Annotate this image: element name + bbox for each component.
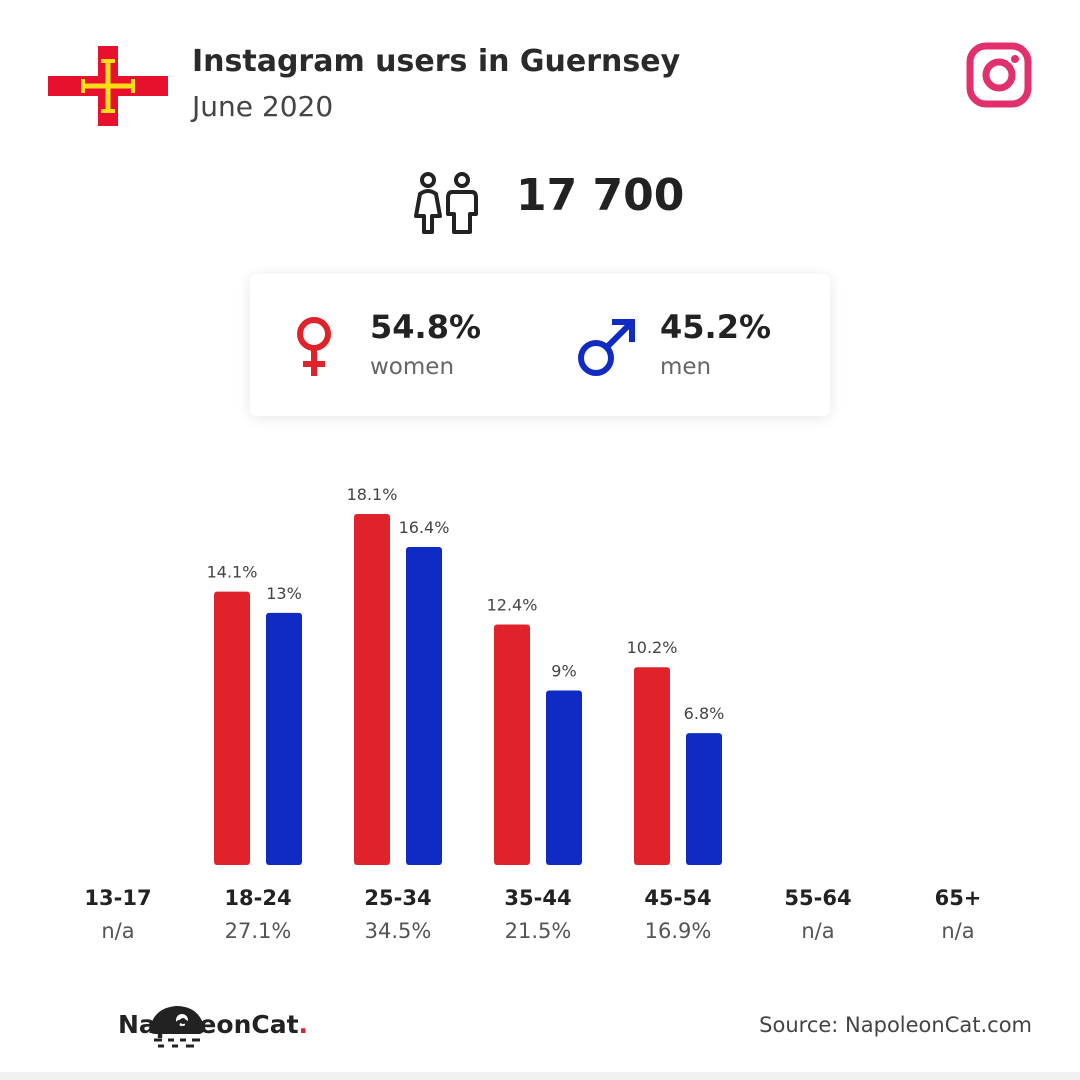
data-label-women-25-34: 18.1% — [347, 485, 398, 504]
category-label-25-34: 25-34 — [364, 886, 431, 910]
data-label-men-18-24: 13% — [266, 584, 302, 603]
data-label-men-35-44: 9% — [551, 661, 576, 680]
data-label-men-25-34: 16.4% — [399, 518, 450, 537]
men-percentage: 45.2% — [660, 308, 772, 346]
guernsey-flag-icon — [48, 46, 168, 126]
category-total-25-34: 34.5% — [365, 919, 432, 943]
brand-dot: . — [298, 1010, 309, 1039]
gender-card: 54.8% women 45.2% men — [250, 274, 830, 416]
source-text: Source: NapoleonCat.com — [759, 1013, 1032, 1037]
category-total-35-44: 21.5% — [505, 919, 572, 943]
bar-men-45-54 — [686, 733, 722, 865]
female-symbol-icon — [297, 317, 331, 376]
category-total-13-17: n/a — [101, 919, 134, 943]
age-gender-bar-chart: 13-17 n/a 14.1% 13% 18-24 27.1% 18.1%16.4% 25-3… — [84, 485, 982, 943]
category-label-45-54: 45-54 — [644, 886, 711, 910]
category-total-18-24: 27.1% — [225, 919, 292, 943]
bar-men-35-44 — [546, 690, 582, 865]
data-label-women-18-24: 14.1% — [207, 563, 258, 582]
category-label-13-17: 13-17 — [84, 886, 151, 910]
category-label-35-44: 35-44 — [504, 886, 571, 910]
women-label: women — [370, 354, 455, 380]
bar-women-18-24 — [214, 591, 250, 865]
brand-name: NapoleonCat. — [118, 1010, 308, 1039]
total-users: 17 700 — [516, 170, 685, 221]
bottom-divider — [0, 1072, 1080, 1080]
category-total-65+: n/a — [941, 919, 974, 943]
male-symbol-icon — [578, 319, 635, 376]
page-subtitle: June 2020 — [192, 90, 334, 123]
data-label-men-45-54: 6.8% — [684, 704, 725, 723]
bar-men-18-24 — [266, 612, 302, 865]
men-label: men — [660, 354, 712, 380]
women-percentage: 54.8% — [370, 308, 482, 346]
category-label-18-24: 18-24 — [224, 886, 291, 910]
people-icon — [414, 172, 478, 234]
instagram-icon — [966, 42, 1032, 108]
bar-women-35-44 — [494, 624, 530, 865]
category-label-55-64: 55-64 — [784, 886, 851, 910]
category-total-55-64: n/a — [801, 919, 834, 943]
napoleoncat-logo-icon — [149, 1006, 205, 1048]
brand-name-text: NapoleonCat — [118, 1010, 299, 1039]
page-title: Instagram users in Guernsey — [192, 44, 681, 79]
data-label-women-45-54: 10.2% — [627, 638, 678, 657]
bar-women-45-54 — [634, 667, 670, 865]
category-total-45-54: 16.9% — [645, 919, 712, 943]
category-label-65+: 65+ — [935, 886, 982, 910]
bar-men-25-34 — [406, 546, 442, 865]
bar-women-25-34 — [354, 514, 390, 865]
data-label-women-35-44: 12.4% — [487, 596, 538, 615]
